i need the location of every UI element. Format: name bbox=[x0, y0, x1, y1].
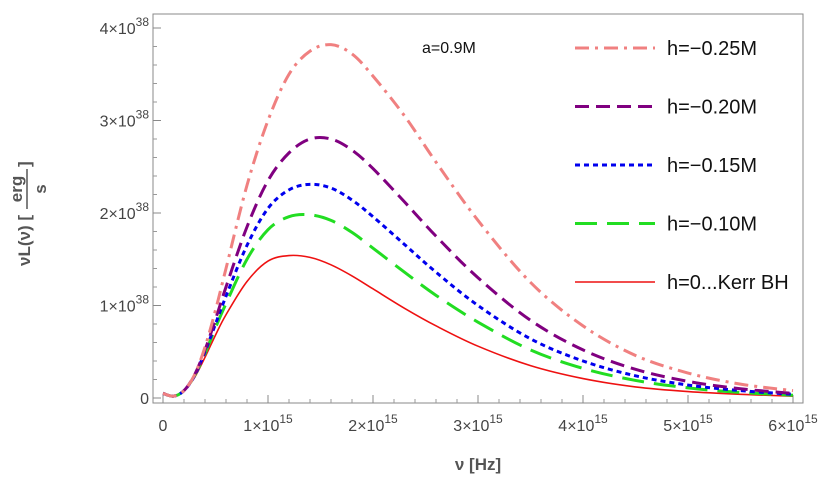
legend-label: h=−0.25M bbox=[667, 38, 757, 60]
series-line bbox=[162, 213, 794, 398]
y-tick-label: 4×1038 bbox=[100, 15, 150, 38]
legend-label: h=−0.20M bbox=[667, 97, 757, 119]
y-axis-label-den: s bbox=[31, 184, 50, 193]
x-tick-label: 6×1015 bbox=[768, 412, 818, 435]
y-tick-label: 1×1038 bbox=[100, 293, 150, 316]
y-tick-label: 3×1038 bbox=[100, 108, 150, 131]
legend-label: h=−0.10M bbox=[667, 214, 757, 236]
y-tick-label: 0 bbox=[140, 391, 149, 408]
x-tick-label: 1×1015 bbox=[243, 412, 293, 435]
legend-label: h=−0.15M bbox=[667, 155, 757, 177]
series-line bbox=[162, 254, 794, 397]
x-tick-label: 4×1015 bbox=[558, 412, 608, 435]
y-axis-label-main: νL(ν) [ bbox=[15, 215, 34, 266]
annotation-text: a=0.9M bbox=[422, 40, 476, 57]
x-tick-label: 0 bbox=[159, 418, 168, 435]
x-tick-label: 5×1015 bbox=[663, 412, 713, 435]
x-tick-label: 2×1015 bbox=[348, 412, 398, 435]
plot-frame bbox=[152, 13, 804, 404]
x-tick-label: 3×1015 bbox=[453, 412, 503, 435]
y-tick-label: 2×1038 bbox=[100, 200, 150, 223]
y-axis-label-num: erg bbox=[7, 176, 26, 202]
series-line bbox=[162, 43, 794, 398]
series-line bbox=[162, 135, 794, 398]
y-axis-label: νL(ν) [ erg s] bbox=[7, 161, 50, 266]
y-axis-label-close: ] bbox=[15, 161, 34, 167]
legend-label: h=0...Kerr BH bbox=[667, 272, 789, 294]
x-axis-label: ν [Hz] bbox=[455, 455, 501, 474]
